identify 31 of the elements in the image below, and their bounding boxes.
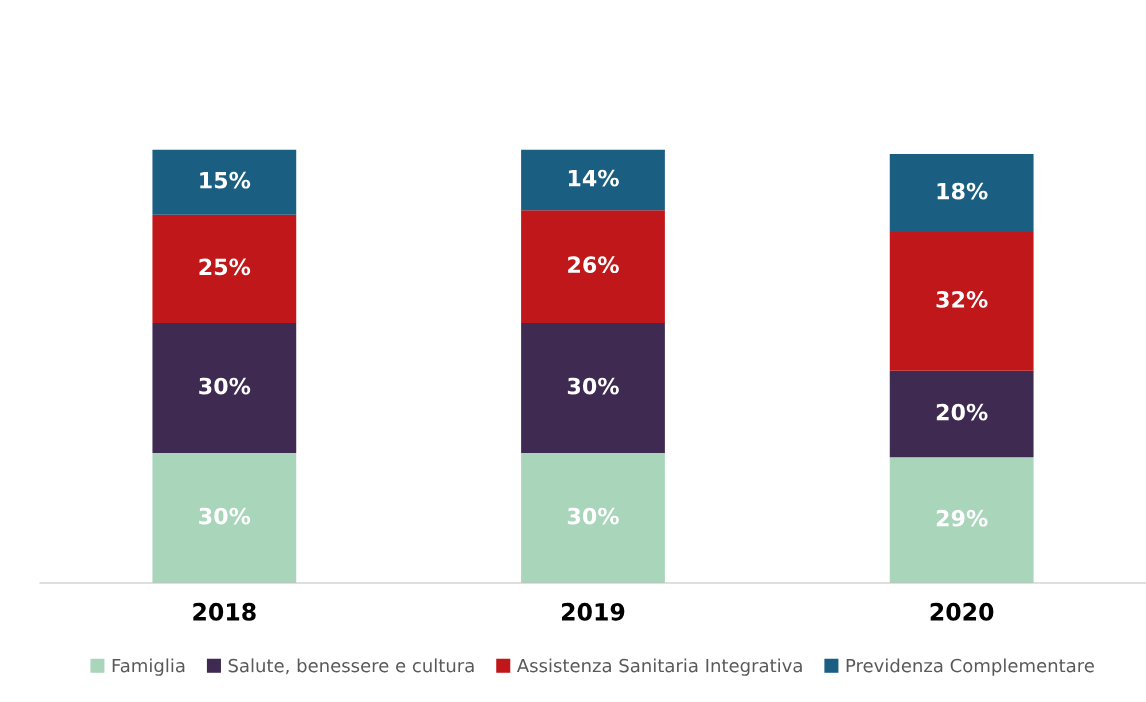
bar bbox=[152, 149, 297, 215]
legend-label: Salute, benessere e cultura bbox=[228, 658, 474, 675]
bar bbox=[521, 323, 665, 453]
data-label: 25% bbox=[199, 258, 251, 276]
bar bbox=[152, 323, 297, 453]
bar bbox=[521, 210, 665, 323]
data-label: 18% bbox=[937, 182, 988, 200]
bar bbox=[889, 154, 1034, 232]
bar bbox=[152, 214, 297, 323]
x-tick-label: 2019 bbox=[562, 602, 625, 621]
data-label: 30% bbox=[199, 507, 251, 525]
bar bbox=[521, 149, 665, 211]
data-label: 32% bbox=[936, 290, 988, 308]
data-label: 14% bbox=[568, 169, 619, 187]
data-label: 20% bbox=[936, 403, 988, 421]
data-label: 26% bbox=[568, 256, 619, 274]
legend-label: Assistenza Sanitaria Integrativa bbox=[516, 658, 802, 676]
data-label: 29% bbox=[936, 509, 988, 527]
legend-label: Previdenza Complementare bbox=[846, 658, 1094, 676]
bar bbox=[889, 232, 1034, 371]
bar bbox=[889, 457, 1034, 583]
data-label: 30% bbox=[567, 377, 619, 395]
data-label: 30% bbox=[567, 507, 619, 525]
bar bbox=[152, 453, 297, 583]
bar bbox=[889, 370, 1034, 458]
legend-label: Famiglia bbox=[112, 658, 185, 676]
data-label: 15% bbox=[200, 171, 251, 189]
x-tick-label: 2020 bbox=[930, 602, 994, 621]
x-tick-label: 2018 bbox=[193, 602, 256, 621]
bar bbox=[521, 453, 665, 583]
data-label: 30% bbox=[199, 377, 251, 395]
